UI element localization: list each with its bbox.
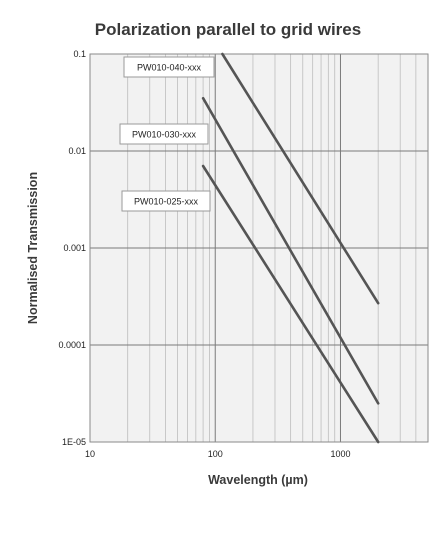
series-label: PW010-040-xxx — [137, 63, 202, 73]
x-tick-label: 100 — [208, 449, 223, 459]
y-tick-label: 1E-05 — [62, 437, 86, 447]
x-axis-label: Wavelength (µm) — [208, 473, 308, 487]
y-tick-label: 0.0001 — [58, 340, 86, 350]
series-label: PW010-025-xxx — [134, 197, 199, 207]
series-line — [201, 164, 380, 444]
y-tick-label: 0.1 — [73, 49, 86, 59]
x-tick-label: 1000 — [330, 449, 350, 459]
series-label-box — [123, 56, 215, 78]
y-tick-label: 0.001 — [63, 243, 86, 253]
series-label-box — [121, 190, 211, 212]
y-tick-label: 0.01 — [68, 146, 86, 156]
series-line — [221, 52, 380, 305]
series-label: PW010-030-xxx — [132, 130, 197, 140]
y-axis-label: Normalised Transmission — [26, 172, 40, 324]
chart-title: Polarization parallel to grid wires — [95, 20, 361, 39]
plot-border — [89, 53, 429, 443]
x-tick-label: 10 — [85, 449, 95, 459]
series-line — [201, 96, 380, 405]
plot-area: 10 100 1000 1E-05 0.0001 0.001 0.01 0.1 PW010-04… — [58, 49, 429, 459]
series-label-box — [119, 123, 209, 145]
